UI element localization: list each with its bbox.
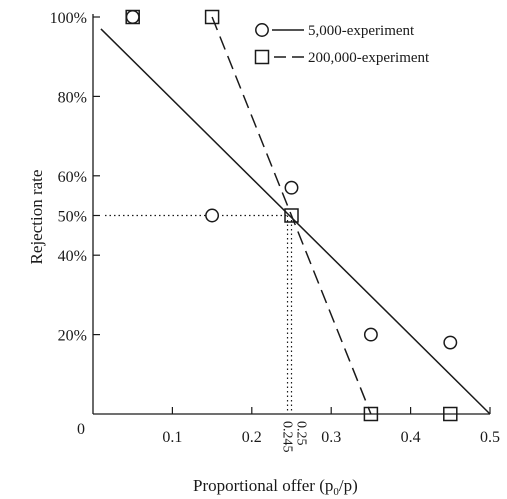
axis-titles: Rejection rate Proportional offer (p0/p) <box>27 170 358 498</box>
x-tick-label: 0.2 <box>242 429 262 446</box>
data-markers <box>125 9 458 422</box>
circle-marker <box>443 335 458 350</box>
x-tick-label: 0.1 <box>162 429 182 446</box>
guide-value-label: 0.245 <box>280 421 295 453</box>
square-marker <box>363 406 379 422</box>
guide-value-label: 0.25 <box>294 421 309 446</box>
x-tick-label: 0.4 <box>401 429 421 446</box>
y-tick-label: 20% <box>58 328 87 345</box>
square-marker <box>204 9 220 25</box>
y-axis-title: Rejection rate <box>27 170 46 265</box>
legend: 5,000-experiment 200,000-experiment <box>254 23 430 66</box>
tick-labels: 20% 40% 50% 60% 80% 100% 0 0.1 0.2 0.3 0.4 0.5 0.245… <box>50 10 500 453</box>
y-tick-label: 80% <box>58 89 87 106</box>
fit-line-series-2 <box>211 16 372 415</box>
y-tick-label: 40% <box>58 248 87 265</box>
x-tick-label: 0.5 <box>480 429 500 446</box>
legend-circle-marker <box>255 23 269 37</box>
x-tick-label: 0.3 <box>321 429 341 446</box>
x-tick-label: 0 <box>77 421 85 438</box>
square-marker <box>284 208 299 223</box>
circle-marker <box>125 10 140 24</box>
circle-marker <box>284 180 299 195</box>
legend-square-marker <box>254 49 270 65</box>
circle-marker <box>205 208 220 223</box>
y-tick-label: 60% <box>58 169 87 186</box>
y-tick-label: 100% <box>50 10 87 27</box>
square-marker <box>443 406 458 422</box>
circle-marker <box>363 327 378 342</box>
legend-label-series-1: 5,000-experiment <box>308 23 415 39</box>
y-tick-label: 50% <box>58 209 87 226</box>
legend-label-series-2: 200,000-experiment <box>308 50 430 66</box>
x-axis-title: Proportional offer (p0/p) <box>193 476 358 498</box>
annotation-lines <box>105 214 293 414</box>
